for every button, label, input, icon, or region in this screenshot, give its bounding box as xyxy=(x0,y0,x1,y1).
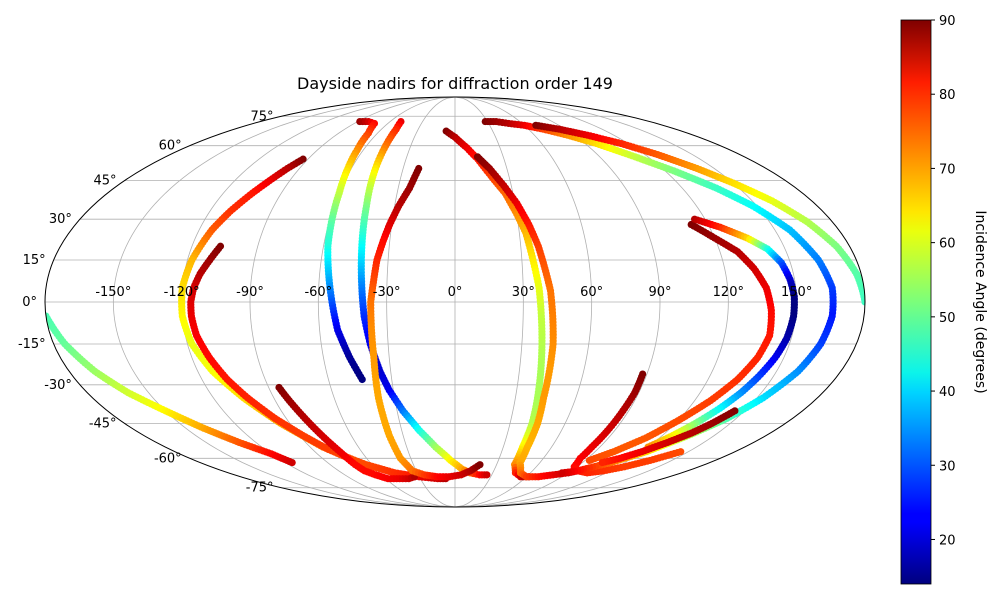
chart-title: Dayside nadirs for diffraction order 149 xyxy=(297,74,613,93)
grid-meridian xyxy=(112,97,456,507)
latitude-tick-label: -15° xyxy=(18,337,46,352)
map-boundary xyxy=(44,96,866,508)
longitude-tick-label: -90° xyxy=(236,285,264,300)
graticule-grid xyxy=(45,97,865,507)
latitude-tick-label: -30° xyxy=(44,378,72,393)
grid-meridian xyxy=(249,97,456,507)
data-point xyxy=(558,469,566,477)
latitude-tick-label: 15° xyxy=(23,253,46,268)
data-point xyxy=(288,458,296,467)
colorbar-label: Incidence Angle (degrees) xyxy=(972,210,988,393)
grid-meridian xyxy=(454,97,524,507)
longitude-tick-label: 90° xyxy=(648,285,671,300)
latitude-tick-label: 30° xyxy=(49,212,72,227)
data-point xyxy=(861,298,865,306)
colorbar-gradient xyxy=(900,19,932,585)
data-points xyxy=(45,117,865,483)
longitude-tick-label: 30° xyxy=(512,285,535,300)
colorbar: 20 30 40 50 60 70 80 90 Incidence Angle (degree… xyxy=(900,14,988,585)
latitude-tick-label: -75° xyxy=(246,481,274,496)
longitude-tick-label: -120° xyxy=(164,285,200,300)
colorbar-tick-label: 70 xyxy=(939,162,956,177)
latitude-tick-label: -60° xyxy=(154,451,182,466)
colorbar-tick-label: 40 xyxy=(939,385,956,400)
latitude-tick-labels: 75° 60° 45° 30° 15° 0° -15° -30° -45° -60° -75° xyxy=(18,109,274,495)
colorbar-tick-label: 90 xyxy=(939,14,956,29)
grid-meridian xyxy=(317,97,456,507)
colorbar-tick-label: 60 xyxy=(939,237,956,252)
map-area: -150° -120° -90° -60° -30° 0° 30° 60° 90° 120° 150… xyxy=(18,96,866,508)
colorbar-tick-label: 30 xyxy=(939,459,956,474)
latitude-tick-label: 0° xyxy=(22,295,37,310)
latitude-tick-label: 45° xyxy=(94,174,117,189)
colorbar-tick-label: 80 xyxy=(939,88,956,103)
latitude-tick-label: 75° xyxy=(250,109,273,124)
longitude-tick-label: -60° xyxy=(304,285,332,300)
grid-meridian xyxy=(454,97,593,507)
data-point xyxy=(677,448,685,456)
colorbar-tick-label: 20 xyxy=(939,533,956,548)
data-point xyxy=(483,471,491,479)
data-point xyxy=(585,456,594,465)
longitude-tick-label: 0° xyxy=(448,285,463,300)
longitude-tick-label: -150° xyxy=(95,285,131,300)
longitude-tick-label: 120° xyxy=(713,285,744,300)
data-point xyxy=(358,375,366,384)
colorbar-ticks: 20 30 40 50 60 70 80 90 xyxy=(931,14,956,548)
longitude-tick-label: 60° xyxy=(580,285,603,300)
colorbar-tick-label: 50 xyxy=(939,311,956,326)
data-point xyxy=(476,461,484,469)
latitude-tick-label: 60° xyxy=(159,139,182,154)
grid-meridian xyxy=(386,97,456,507)
longitude-tick-label: -30° xyxy=(373,285,401,300)
longitude-tick-label: 150° xyxy=(781,285,812,300)
latitude-tick-label: -45° xyxy=(89,416,117,431)
data-point xyxy=(598,458,606,467)
longitude-tick-labels: -150° -120° -90° -60° -30° 0° 30° 60° 90° 120° 150… xyxy=(95,285,812,300)
